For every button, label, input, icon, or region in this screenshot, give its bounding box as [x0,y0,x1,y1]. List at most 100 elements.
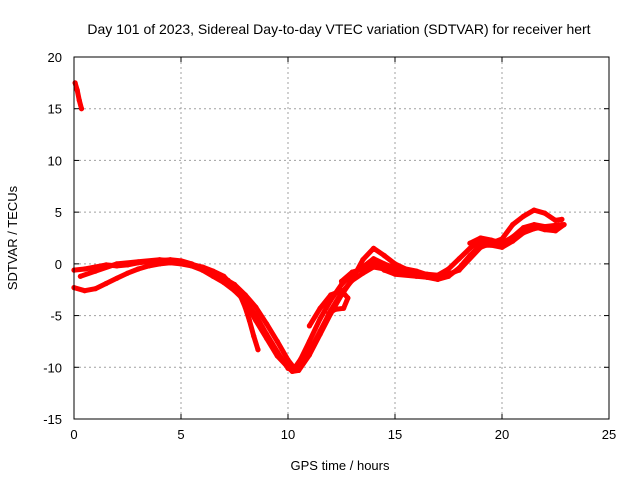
data-point [371,259,377,265]
data-point [332,306,338,312]
data-point [317,305,323,311]
data-point [520,213,527,219]
data-point [552,228,559,234]
data-point [82,288,88,294]
data-point [349,269,355,275]
data-point [435,275,441,281]
data-point [328,292,334,298]
data-point [345,295,351,301]
data-point [92,286,98,292]
data-point [531,207,537,213]
data-point [274,338,280,344]
data-point [338,288,345,294]
data-point [210,273,216,279]
y-tick-label: -15 [43,412,62,427]
data-point [82,266,88,272]
data-point [178,259,184,265]
data-point [199,264,205,270]
data-point [360,257,366,263]
data-point [242,304,248,310]
data-point [456,267,462,273]
data-point [488,237,494,243]
data-point [253,304,259,310]
series-track [72,80,84,112]
data-point [392,271,398,277]
data-point [542,210,548,216]
data-point [371,245,377,251]
data-point [72,80,78,86]
data-point [520,227,527,233]
data-point [338,278,345,284]
x-tick-label: 5 [177,427,184,442]
x-tick-label: 20 [495,427,509,442]
data-point [381,261,387,267]
data-point [114,261,120,267]
data-point [510,234,516,240]
plot-frame [73,56,610,420]
data-point [103,280,109,287]
data-point [114,275,120,281]
data-point [499,240,505,246]
data-point [349,276,355,282]
data-point [413,273,419,279]
data-point [306,338,312,344]
data-point [542,227,548,233]
data-point [135,266,141,272]
data-point [559,216,565,222]
data-point [510,222,516,228]
x-tick-label: 0 [70,427,77,442]
data-point [478,244,484,250]
data-point [251,313,257,319]
data-point [157,261,163,267]
data-point [74,87,80,93]
x-tick-label: 15 [388,427,402,442]
data-point [246,318,253,324]
data-point [403,266,409,272]
data-point [467,245,473,251]
data-point [255,347,261,353]
grid-lines [74,57,609,419]
data-point [135,259,141,265]
data-point [317,331,323,337]
data-point [225,277,231,283]
data-point [76,97,82,103]
data-point [92,268,98,274]
y-tick-label: 5 [55,205,62,220]
data-point [478,235,484,241]
y-tick-label: 0 [55,257,62,272]
data-series-sdtvar [71,80,567,374]
data-point [306,352,312,358]
y-tick-label: -5 [50,309,62,324]
data-point [381,267,387,273]
data-point [306,323,312,329]
data-point [381,253,387,259]
data-point [531,224,537,230]
data-point [499,244,505,250]
data-point [341,305,347,311]
data-point [210,268,216,274]
data-point [456,256,462,262]
data-point [251,333,257,339]
x-tick-label: 25 [602,427,616,442]
data-point [360,266,366,272]
series-track [467,222,567,246]
y-tick-label: 20 [48,50,62,65]
data-point [238,294,244,300]
data-point [392,261,398,267]
data-point [124,270,131,276]
x-axis-label: GPS time / hours [291,458,390,473]
data-point [146,263,152,269]
data-point [445,266,452,272]
data-point [561,222,567,228]
data-point [234,288,240,294]
data-point [276,354,282,360]
data-point [317,316,323,322]
data-point [78,106,85,112]
data-point [285,363,291,369]
data-point [264,321,270,327]
data-point [413,268,419,274]
axis-ticks: 0 5 10 15 20 25 -15 -10 -5 0 5 10 15 20 [43,50,616,442]
chart-title: Day 101 of 2023, Sidereal Day-to-day VTE… [87,21,590,37]
